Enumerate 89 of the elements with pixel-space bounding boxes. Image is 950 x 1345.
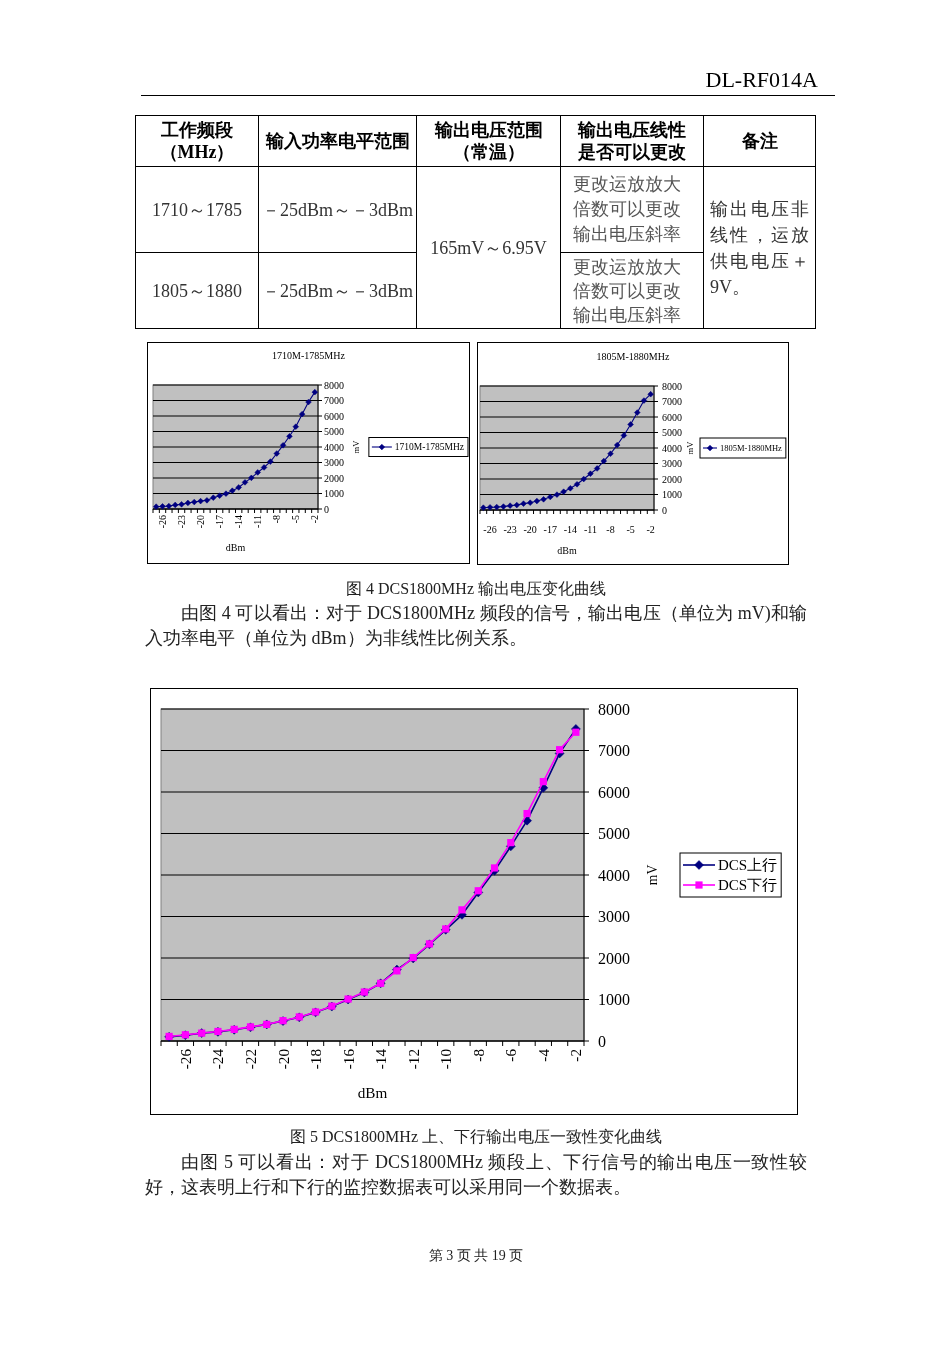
y-tick-label: 8000 (324, 379, 344, 391)
caption: 图 5 DCS1800MHz 上、下行输出电压一致性变化曲线 (289, 1127, 663, 1147)
y-tick-label: 3000 (324, 457, 344, 468)
y-tick-label: 0 (598, 1032, 606, 1050)
y-tick-label: 4000 (598, 866, 630, 884)
x-tick-label: -26 (157, 515, 169, 529)
x-tick-label: -2 (646, 524, 655, 535)
y-tick-label: 3000 (662, 458, 682, 469)
y-tick-label: 7000 (324, 395, 344, 406)
text: 第 3 页 共 19 页 (427, 1247, 525, 1265)
text: 更改运放放大倍数可以更改输出电压斜率 (560, 166, 704, 253)
text: －25dBm～－3dBm (258, 252, 417, 329)
x-tick-label: -17 (543, 524, 557, 535)
y-tick-label: 5000 (598, 825, 630, 842)
chart-title: 1805M-1880MHz (596, 351, 670, 362)
y-tick-label: 5000 (324, 426, 344, 437)
y-tick-label: 7000 (662, 396, 682, 407)
x-tick-label: -2 (567, 1049, 585, 1062)
chart-title: 1710M-1785MHz (272, 350, 346, 361)
text: 输出电压非线性，运放供电电压＋9V。 (703, 166, 816, 329)
x-tick-label: -5 (626, 524, 635, 535)
y-tick-label: 2000 (662, 473, 682, 485)
y-tick-label: 8000 (662, 380, 682, 392)
text: 备注 (703, 115, 816, 167)
text: 输入功率电平范围 (258, 115, 417, 167)
text: 由图 4 可以看出：对于 DCS1800MHz 频段的信号，输出电压（单位为 mV)和输入功率电平（单位为 dBm）为非线性比例关系。 (145, 602, 807, 650)
x-tick-label: -23 (503, 524, 517, 535)
y-axis-title: mV (685, 440, 695, 455)
x-tick-label: -23 (176, 515, 188, 529)
x-tick-label: -18 (307, 1048, 325, 1070)
y-tick-label: 5000 (662, 427, 682, 438)
x-axis-title: dBm (225, 542, 246, 553)
legend-label: 1805M-1880MHz (720, 443, 783, 453)
x-tick-label: -16 (339, 1048, 357, 1070)
x-tick-label: -20 (523, 524, 537, 535)
text: 1710～1785 (135, 166, 259, 253)
x-tick-label: -12 (404, 1049, 422, 1070)
y-tick-label: 0 (324, 503, 329, 515)
x-tick-label: -26 (483, 524, 497, 535)
text: DL-RF014A (705, 67, 818, 92)
y-tick-label: 8000 (598, 700, 630, 718)
y-tick-label: 2000 (324, 472, 344, 484)
y-tick-label: 7000 (598, 742, 630, 759)
text: 由图 5 可以看出：对于 DCS1800MHz 频段上、下行信号的输出电压一致性较好，这表明上行和下行的监控数据表可以采用同一个数据表。 (145, 1151, 807, 1199)
y-tick-label: 4000 (324, 441, 344, 453)
legend-label: 1710M-1785MHz (394, 442, 465, 452)
text: 165mV～6.95V (416, 166, 561, 329)
x-tick-label: -24 (209, 1048, 227, 1070)
text: 1805～1880 (135, 252, 259, 329)
y-tick-label: 6000 (662, 411, 682, 423)
x-tick-label: -14 (233, 515, 245, 529)
x-tick-label: -14 (372, 1048, 390, 1070)
x-tick-label: -14 (563, 524, 578, 535)
x-axis-title: dBm (357, 1084, 388, 1101)
y-tick-label: 1000 (598, 991, 630, 1008)
y-tick-label: 1000 (662, 489, 682, 500)
x-tick-label: -17 (214, 515, 226, 529)
x-tick-label: -8 (606, 524, 615, 535)
y-tick-label: 6000 (598, 783, 630, 801)
y-tick-label: 3000 (598, 908, 630, 925)
y-tick-label: 1000 (324, 488, 344, 499)
x-tick-label: -8 (469, 1048, 487, 1062)
x-tick-label: -26 (176, 1048, 194, 1070)
x-tick-label: -20 (195, 515, 207, 529)
y-tick-label: 4000 (662, 442, 682, 454)
x-tick-label: -20 (274, 1048, 292, 1070)
x-tick-label: -22 (241, 1049, 259, 1070)
legend-label: DCS下行 (718, 877, 778, 893)
x-axis-title: dBm (557, 545, 577, 556)
legend-label: DCS上行 (718, 857, 778, 873)
text: 输出电压范围（常温） (416, 115, 561, 167)
caption: 图 4 DCS1800MHz 输出电压变化曲线 (345, 579, 607, 599)
text: 工作频段（MHz） (135, 115, 259, 167)
y-tick-label: 0 (662, 504, 667, 516)
x-tick-label: -8 (271, 515, 283, 524)
y-tick-label: 2000 (598, 949, 630, 967)
text: －25dBm～－3dBm (258, 166, 417, 253)
x-tick-label: -6 (502, 1048, 520, 1062)
text: 输出电压线性是否可以更改 (560, 115, 704, 167)
x-tick-label: -10 (437, 1048, 455, 1070)
x-tick-label: -11 (583, 524, 597, 535)
x-tick-label: -4 (534, 1048, 552, 1062)
x-tick-label: -5 (290, 515, 302, 524)
y-tick-label: 6000 (324, 410, 344, 422)
text: 更改运放放大倍数可以更改输出电压斜率 (560, 252, 704, 329)
x-tick-label: -2 (309, 515, 321, 524)
y-axis-title: mV (644, 864, 660, 886)
x-tick-label: -11 (252, 515, 264, 528)
y-axis-title: mV (351, 439, 361, 454)
